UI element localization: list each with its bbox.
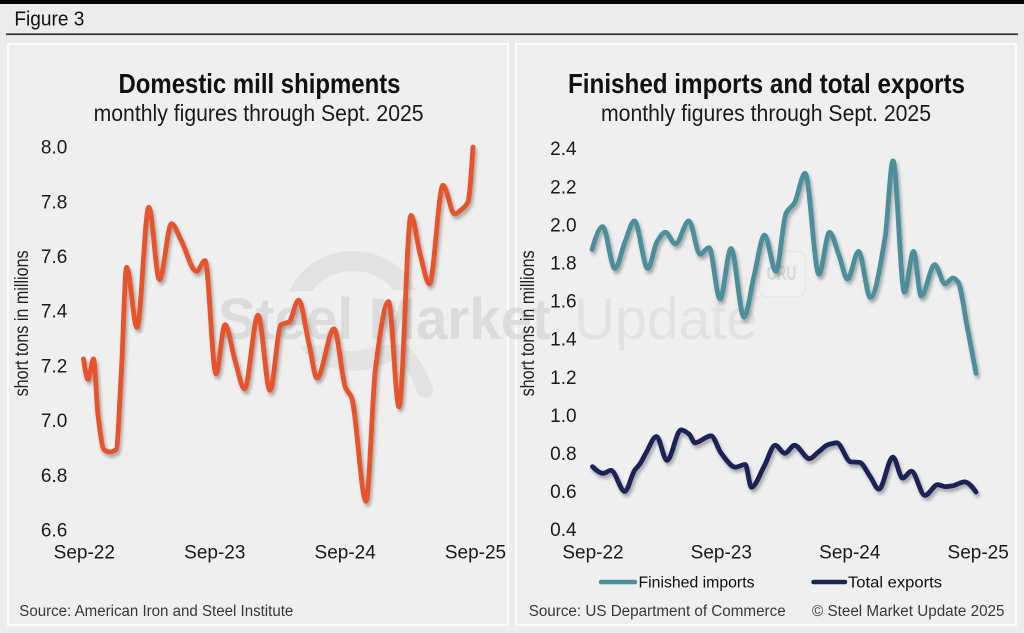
svg-text:1.8: 1.8 [550,254,576,275]
svg-text:0.4: 0.4 [550,520,577,541]
svg-text:1.0: 1.0 [550,406,576,427]
svg-text:Finished imports: Finished imports [639,575,755,592]
svg-text:Sep-22: Sep-22 [54,542,115,563]
svg-text:Update: Update [574,287,758,352]
svg-text:0.8: 0.8 [550,444,576,465]
svg-text:Figure 3: Figure 3 [14,9,84,31]
svg-text:1.2: 1.2 [550,368,576,389]
svg-text:© Steel Market Update 2025: © Steel Market Update 2025 [812,603,1005,620]
svg-text:7.6: 7.6 [41,247,67,268]
svg-text:7.8: 7.8 [41,192,67,213]
svg-text:1.4: 1.4 [550,330,577,351]
svg-text:1.6: 1.6 [550,292,576,313]
svg-text:0.6: 0.6 [550,482,576,503]
svg-text:7.0: 7.0 [41,411,67,432]
svg-text:2.0: 2.0 [550,215,576,236]
svg-text:Finished imports and total exp: Finished imports and total exports [568,68,965,99]
svg-text:6.8: 6.8 [41,466,67,487]
svg-text:monthly figures through Sept.: monthly figures through Sept. 2025 [601,100,931,126]
svg-text:Total exports: Total exports [848,575,942,592]
svg-text:Sep-24: Sep-24 [315,542,377,563]
svg-text:Source: American Iron and Stee: Source: American Iron and Steel Institut… [19,603,293,620]
svg-text:Sep-23: Sep-23 [184,542,245,563]
svg-text:8.0: 8.0 [41,138,67,159]
svg-text:short tons in millions: short tons in millions [518,250,539,396]
svg-text:Sep-24: Sep-24 [819,542,881,563]
svg-text:Sep-25: Sep-25 [948,542,1009,563]
svg-text:6.6: 6.6 [41,521,67,542]
svg-text:2.4: 2.4 [550,139,577,160]
svg-text:Sep-25: Sep-25 [445,542,506,563]
svg-text:short tons in millions: short tons in millions [12,250,33,396]
svg-text:Source: US Department of Comme: Source: US Department of Commerce [529,603,786,620]
svg-text:Sep-22: Sep-22 [562,542,623,563]
svg-text:monthly figures through Sept.: monthly figures through Sept. 2025 [94,100,424,126]
svg-text:2.2: 2.2 [550,177,576,198]
svg-text:Domestic mill shipments: Domestic mill shipments [119,68,401,99]
svg-text:Sep-23: Sep-23 [691,542,752,563]
svg-text:7.4: 7.4 [41,302,68,323]
svg-text:7.2: 7.2 [41,357,67,378]
